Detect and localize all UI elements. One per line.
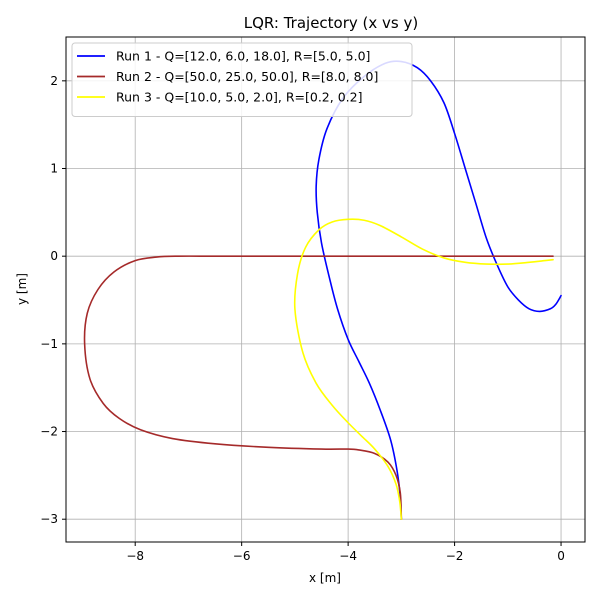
y-tick-label: 2 <box>50 74 58 88</box>
legend: Run 1 - Q=[12.0, 6.0, 18.0], R=[5.0, 5.0… <box>71 42 413 117</box>
plot-frame <box>65 36 586 543</box>
y-tick-label: −3 <box>40 512 58 526</box>
x-tick-label: 0 <box>557 549 565 563</box>
legend-box <box>71 42 413 117</box>
y-tick-label: −1 <box>40 337 58 351</box>
y-tick-label: 1 <box>50 162 58 176</box>
x-tick-label: −8 <box>126 549 144 563</box>
legend-entry-run-1: Run 1 - Q=[12.0, 6.0, 18.0], R=[5.0, 5.0… <box>116 49 370 64</box>
y-tick-label: −2 <box>40 425 58 439</box>
y-axis-label: y [m] <box>15 273 29 305</box>
x-tick-label: −4 <box>339 549 357 563</box>
legend-entry-run-3: Run 3 - Q=[10.0, 5.0, 2.0], R=[0.2, 0.2] <box>116 90 362 105</box>
x-tick-label: −2 <box>446 549 464 563</box>
x-tick-label: −6 <box>233 549 251 563</box>
chart-title: LQR: Trajectory (x vs y) <box>244 14 418 32</box>
axis-ticks: −8 −6 −4 −2 0 −3 −2 −1 0 1 2 <box>40 74 565 563</box>
x-axis-label: x [m] <box>309 571 341 585</box>
series-line-run-1 <box>315 60 562 520</box>
series-lines <box>83 60 562 520</box>
series-line-run-3 <box>293 218 554 520</box>
legend-entry-run-2: Run 2 - Q=[50.0, 25.0, 50.0], R=[8.0, 8.… <box>116 69 378 84</box>
y-tick-label: 0 <box>50 249 58 263</box>
series-line-run-2 <box>83 255 554 520</box>
